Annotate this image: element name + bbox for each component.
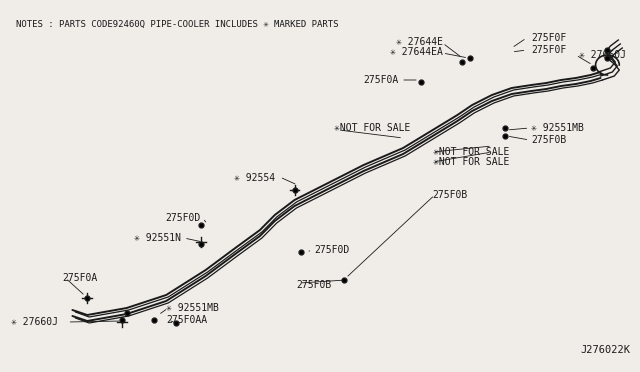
- Text: NOTES : PARTS CODE92460Q PIPE-COOLER INCLUDES ✳ MARKED PARTS: NOTES : PARTS CODE92460Q PIPE-COOLER INC…: [16, 20, 339, 29]
- Text: 275F0D: 275F0D: [166, 213, 201, 223]
- Text: ✳ 92551MB: ✳ 92551MB: [166, 303, 219, 313]
- Text: ✳ 92551MB: ✳ 92551MB: [531, 123, 584, 133]
- Text: ✳ 27644EA: ✳ 27644EA: [390, 47, 443, 57]
- Text: 275F0A: 275F0A: [63, 273, 98, 283]
- Text: 275F0B: 275F0B: [531, 135, 566, 145]
- Text: 275F0D: 275F0D: [314, 245, 349, 255]
- Text: 275F0AA: 275F0AA: [166, 315, 207, 325]
- Text: ✳ 92554: ✳ 92554: [234, 173, 275, 183]
- Text: J276022K: J276022K: [580, 345, 630, 355]
- Text: ✳NOT FOR SALE: ✳NOT FOR SALE: [334, 123, 410, 133]
- Text: 275F0F: 275F0F: [531, 45, 566, 55]
- Text: 275F0B: 275F0B: [296, 280, 332, 290]
- Text: ✳ 27660J: ✳ 27660J: [579, 50, 626, 60]
- Text: 275F0B: 275F0B: [433, 190, 468, 200]
- Text: ✳ 27660J: ✳ 27660J: [11, 317, 58, 327]
- Text: ✳ 27644E: ✳ 27644E: [396, 37, 443, 47]
- Text: 275F0A: 275F0A: [363, 75, 398, 85]
- Text: ✳NOT FOR SALE: ✳NOT FOR SALE: [433, 157, 509, 167]
- Text: 275F0F: 275F0F: [531, 33, 566, 43]
- Text: ✳ 92551N: ✳ 92551N: [134, 233, 181, 243]
- Text: ✳NOT FOR SALE: ✳NOT FOR SALE: [433, 147, 509, 157]
